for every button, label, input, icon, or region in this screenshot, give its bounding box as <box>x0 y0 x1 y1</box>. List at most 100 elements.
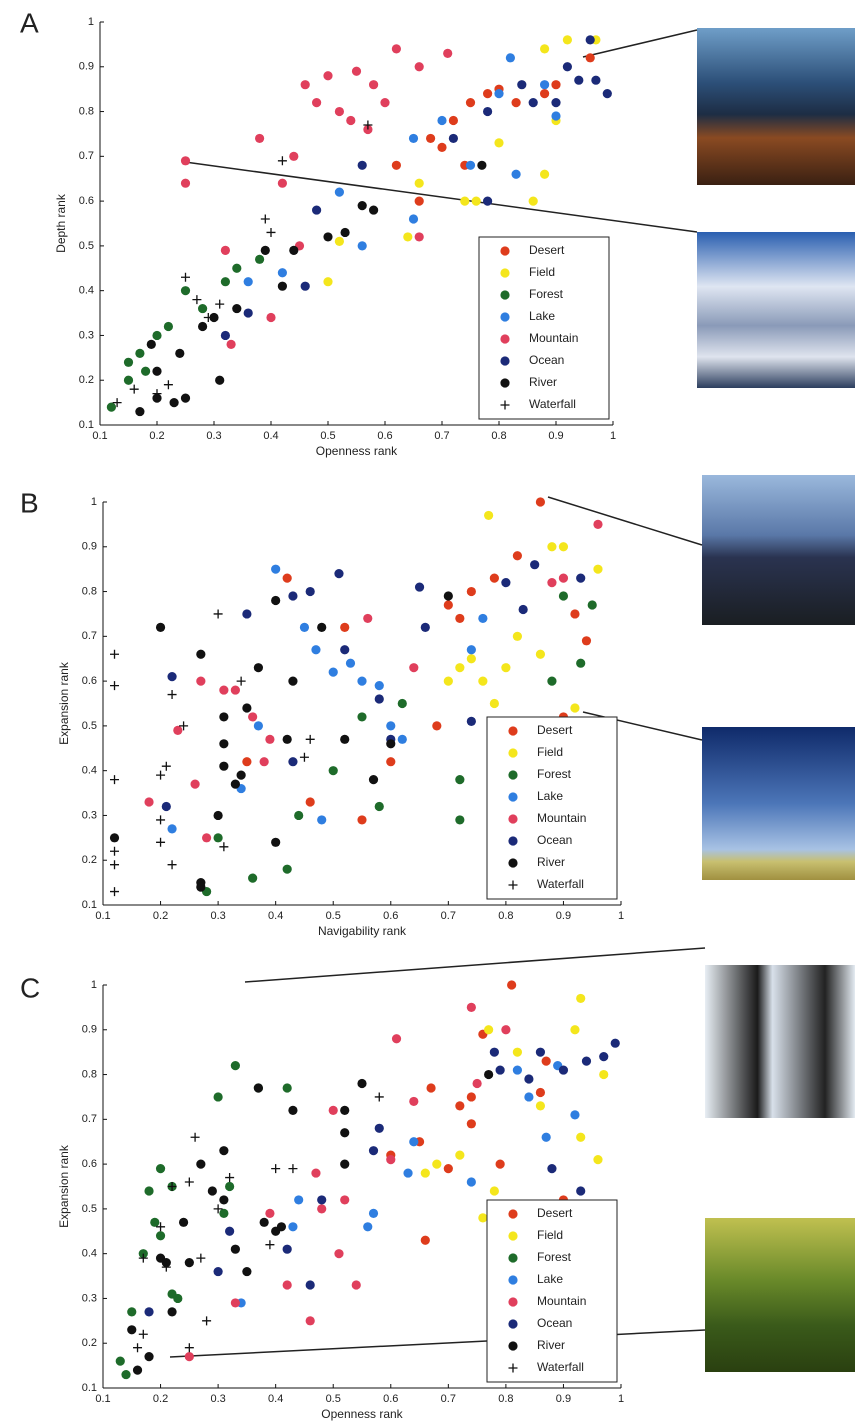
point <box>265 734 275 744</box>
point <box>397 734 407 744</box>
y-tick-label: 0.4 <box>79 285 94 297</box>
point <box>215 375 225 385</box>
point <box>192 295 202 305</box>
point <box>483 196 493 206</box>
point <box>483 106 493 117</box>
point <box>225 1181 235 1192</box>
legend-label: Lake <box>537 789 563 803</box>
point <box>570 1025 580 1035</box>
x-tick-label: 0.1 <box>95 1393 110 1405</box>
point <box>540 89 550 99</box>
point <box>403 232 413 242</box>
x-tick-label: 0.7 <box>434 430 449 442</box>
point <box>225 1226 235 1236</box>
point <box>328 667 338 677</box>
point <box>289 151 299 161</box>
point <box>386 757 396 767</box>
y-tick-label: 0.5 <box>82 1203 97 1215</box>
point <box>581 636 592 646</box>
legend-label: Forest <box>529 287 564 301</box>
point <box>277 178 287 188</box>
point <box>225 1173 235 1183</box>
legend-label: Desert <box>537 1206 573 1220</box>
point <box>144 1352 154 1362</box>
point <box>374 1123 384 1133</box>
legend-marker <box>508 726 518 736</box>
point <box>368 775 379 785</box>
point <box>443 591 453 601</box>
legend-marker <box>500 246 510 256</box>
point <box>466 716 476 727</box>
point <box>232 263 242 273</box>
point <box>591 75 601 85</box>
point <box>161 801 171 812</box>
y-tick-label: 0.5 <box>79 240 94 252</box>
point <box>213 833 223 843</box>
point <box>138 1329 148 1339</box>
x-tick-label: 0.3 <box>210 910 225 922</box>
x-tick-label: 0.5 <box>326 1393 341 1405</box>
x-axis-label: Openness rank <box>321 1407 403 1421</box>
legend-label: Mountain <box>537 1294 586 1308</box>
point <box>437 142 447 152</box>
point <box>397 698 407 709</box>
point <box>242 1266 252 1277</box>
legend-label: Waterfall <box>537 877 584 891</box>
point <box>135 348 145 358</box>
point <box>144 797 154 807</box>
point <box>259 1217 269 1227</box>
legend-label: Forest <box>537 1250 572 1264</box>
point <box>334 1249 344 1259</box>
point <box>155 622 166 632</box>
x-tick-label: 0.8 <box>491 430 506 442</box>
point <box>505 53 515 63</box>
point <box>443 48 453 58</box>
point <box>289 245 299 255</box>
point <box>129 384 139 394</box>
point <box>501 578 511 588</box>
x-tick-label: 0.5 <box>326 910 341 922</box>
x-tick-label: 0.9 <box>548 430 563 442</box>
y-tick-label: 0.5 <box>82 720 97 732</box>
point <box>109 833 120 843</box>
point <box>386 739 396 749</box>
connector <box>184 161 698 233</box>
point <box>220 277 230 287</box>
point <box>414 196 424 206</box>
point <box>110 681 120 691</box>
point <box>351 66 362 76</box>
y-tick-label: 0.8 <box>82 585 97 597</box>
legend-marker <box>508 1231 518 1241</box>
point <box>243 308 253 318</box>
point <box>501 663 511 673</box>
point <box>219 685 229 695</box>
point <box>363 613 373 624</box>
legend-marker <box>508 858 518 868</box>
point <box>408 133 419 144</box>
point <box>203 313 213 323</box>
x-tick-label: 0.9 <box>556 910 571 922</box>
point <box>123 357 134 367</box>
point <box>334 569 344 579</box>
point <box>551 111 561 121</box>
y-tick-label: 0.1 <box>82 1382 97 1394</box>
point <box>271 1164 281 1174</box>
point <box>317 1195 327 1205</box>
legend-box <box>486 716 618 900</box>
point <box>528 98 538 108</box>
point <box>593 564 603 574</box>
point <box>213 1266 223 1277</box>
point <box>305 1316 315 1326</box>
point <box>437 115 447 126</box>
legend-label: Mountain <box>529 331 578 345</box>
point <box>271 837 281 847</box>
point <box>558 542 569 552</box>
point <box>340 1128 350 1138</box>
point <box>345 658 356 668</box>
point <box>135 406 145 417</box>
point <box>184 1343 194 1353</box>
point <box>219 842 229 852</box>
point <box>220 330 230 341</box>
point <box>163 321 173 332</box>
point <box>455 1101 465 1111</box>
